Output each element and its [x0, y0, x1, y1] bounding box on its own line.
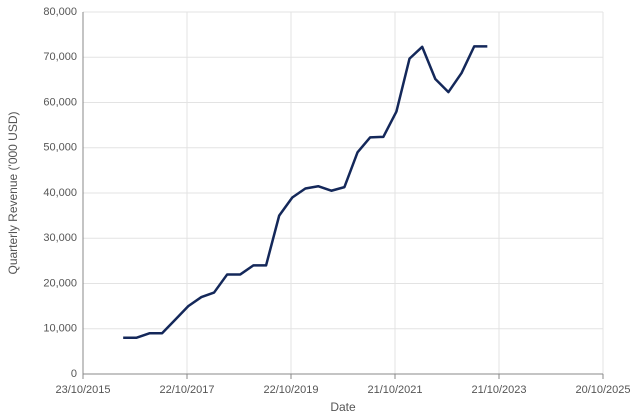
- x-tick-label: 23/10/2015: [55, 384, 110, 396]
- y-tick-label: 30,000: [43, 232, 77, 244]
- y-axis-title: Quarterly Revenue ('000 USD): [6, 111, 20, 274]
- line: [123, 45, 488, 340]
- x-tick-label: 20/10/2025: [575, 384, 630, 396]
- y-tick-label: 20,000: [43, 277, 77, 289]
- x-tick-label: 21/10/2023: [471, 384, 526, 396]
- y-tick-label: 70,000: [43, 51, 77, 63]
- y-tick-label: 60,000: [43, 96, 77, 108]
- x-tick-label: 21/10/2021: [367, 384, 422, 396]
- y-tick-label: 40,000: [43, 187, 77, 199]
- x-tick-label: 22/10/2017: [159, 384, 214, 396]
- y-tick-label: 0: [71, 368, 77, 380]
- y-tick-label: 80,000: [43, 6, 77, 18]
- x-tick-label: 22/10/2019: [263, 384, 318, 396]
- y-tick-label: 50,000: [43, 142, 77, 154]
- y-tick-label: 10,000: [43, 323, 77, 335]
- x-axis-title: Date: [330, 400, 356, 414]
